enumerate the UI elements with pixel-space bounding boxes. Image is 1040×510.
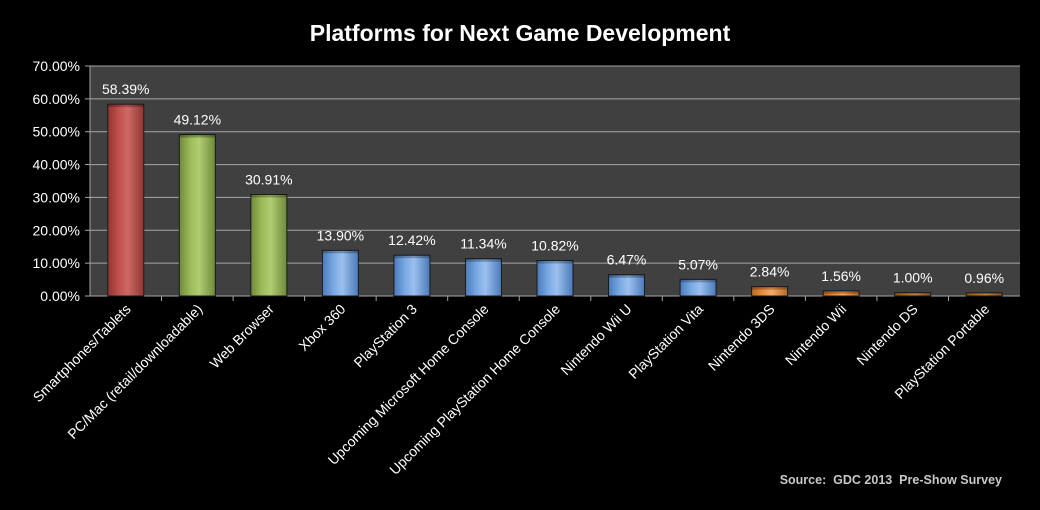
x-tick-label: PlayStation 3	[350, 301, 420, 371]
y-tick-label: 40.00%	[33, 157, 80, 173]
data-label: 30.91%	[245, 171, 292, 187]
data-label: 49.12%	[174, 112, 221, 128]
data-label: 11.34%	[460, 236, 506, 252]
data-label: 58.39%	[102, 81, 149, 97]
bar-cap	[894, 292, 931, 296]
y-tick-label: 0.00%	[40, 288, 80, 304]
bar	[250, 193, 288, 297]
x-tick-label: Upcoming Microsoft Home Console	[325, 301, 492, 468]
bar	[894, 292, 932, 297]
chart-title: Platforms for Next Game Development	[309, 20, 731, 46]
bar-cap	[107, 104, 144, 108]
bar	[608, 274, 646, 297]
bar-cap	[250, 194, 287, 198]
bar-cap	[537, 260, 573, 264]
source-note: Source: GDC 2013 Pre-Show Survey	[779, 473, 1002, 487]
y-tick-label: 10.00%	[33, 255, 80, 271]
bar-cap	[823, 290, 860, 294]
y-tick-label: 60.00%	[33, 91, 80, 107]
data-label: 13.90%	[317, 227, 364, 243]
x-tick-label: Nintendo DS	[853, 301, 920, 368]
bar-cap	[608, 274, 645, 278]
bar	[751, 286, 789, 297]
bar	[321, 249, 359, 297]
x-tick-label: Web Browser	[206, 301, 277, 372]
y-tick-label: 30.00%	[33, 189, 80, 205]
bar	[965, 292, 1003, 297]
bar-cap	[179, 134, 216, 138]
y-tick-label: 70.00%	[33, 58, 80, 74]
y-tick-label: 20.00%	[33, 222, 80, 238]
bar-cap	[680, 279, 717, 283]
bar-cap	[751, 286, 788, 290]
data-label: 5.07%	[678, 256, 718, 272]
x-tick-label: PlayStation Vita	[625, 301, 706, 382]
bar-cap	[465, 258, 502, 262]
data-label: 2.84%	[750, 264, 790, 280]
data-label: 12.42%	[388, 232, 435, 248]
bar	[393, 254, 431, 297]
x-tick-label: Nintendo Wii	[782, 301, 849, 368]
bar-cap	[966, 292, 1003, 296]
data-label: 0.96%	[964, 270, 1004, 286]
x-tick-label: Xbox 360	[295, 301, 348, 354]
bar	[536, 259, 574, 297]
x-tick-label: Nintendo Wii U	[557, 301, 634, 378]
bar	[178, 134, 216, 297]
data-label: 1.00%	[893, 270, 933, 286]
bar	[822, 290, 860, 297]
data-label: 1.56%	[821, 268, 861, 284]
x-tick-label: Nintendo 3DS	[705, 301, 778, 374]
bar	[464, 258, 502, 297]
x-tick-label: PC/Mac (retail/downloadable)	[64, 301, 205, 442]
bar	[679, 278, 717, 297]
bar-cap	[322, 250, 359, 254]
data-label: 10.82%	[531, 237, 578, 253]
plot-area	[90, 66, 1020, 296]
bar	[107, 103, 145, 297]
data-label: 6.47%	[607, 252, 647, 268]
y-tick-label: 50.00%	[33, 124, 80, 140]
bar-cap	[393, 255, 430, 259]
